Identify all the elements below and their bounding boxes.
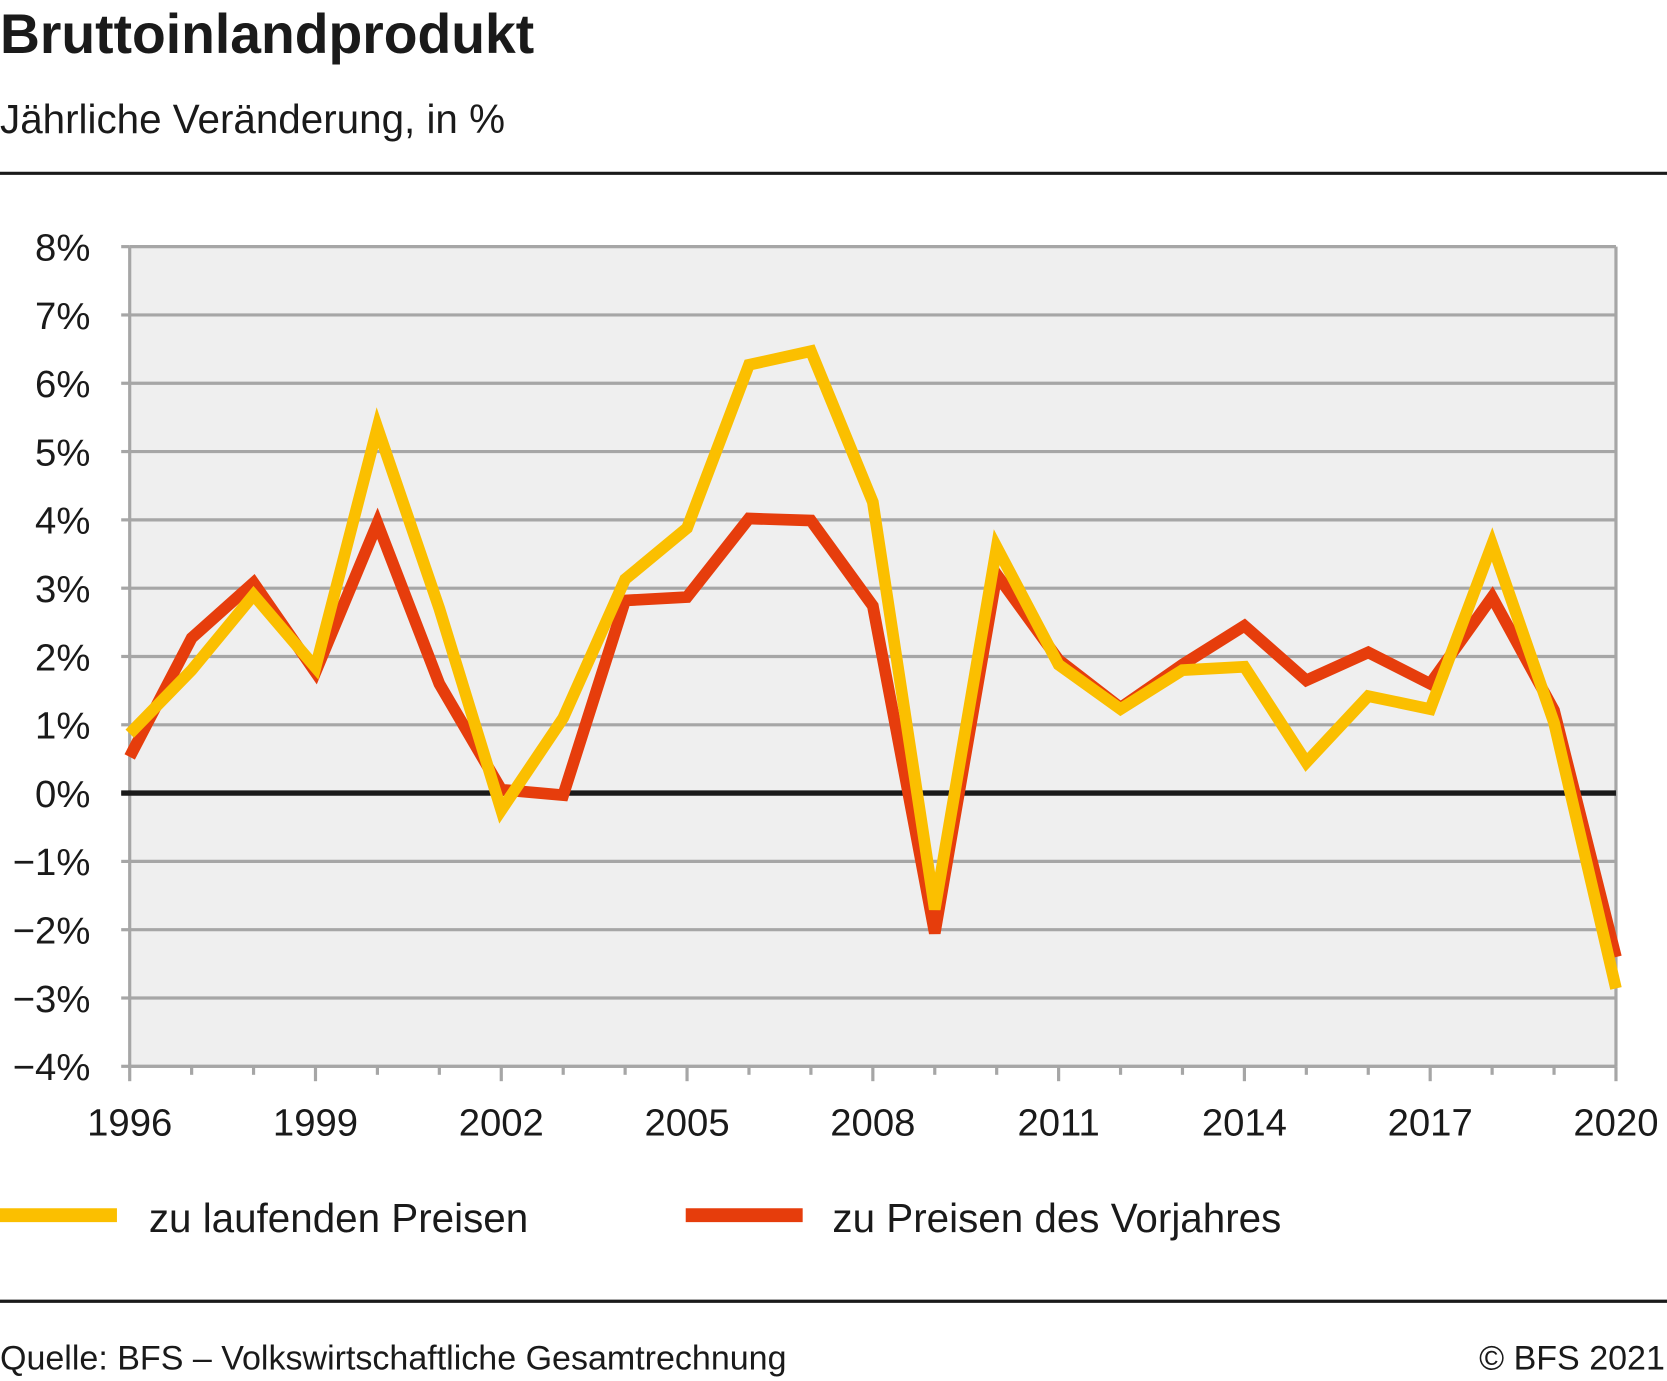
y-tick-label: 1% [35,705,90,748]
y-tick-label: 5% [35,431,90,474]
series-line-vorjahrespreise [124,507,1622,959]
y-tick-label: −1% [13,841,91,884]
x-tick-label: 2014 [1202,1101,1287,1144]
x-tick-label: 2005 [644,1101,729,1144]
x-tick-label: 2020 [1573,1101,1658,1144]
source-note: Quelle: BFS – Volkswirtschaftliche Gesam… [0,1339,787,1377]
y-tick-label: −2% [13,910,91,953]
series-line-laufende-preise [125,344,1622,990]
chart-subtitle: Jährliche Veränderung, in % [0,96,505,142]
x-tick-label: 2017 [1388,1101,1473,1144]
copyright: © BFS 2021 [1479,1339,1665,1377]
legend-label-vorjahrespreise: zu Preisen des Vorjahres [832,1195,1281,1241]
legend: zu laufenden Preisen zu Preisen des Vorj… [0,1195,1281,1241]
y-tick-label: −4% [13,1046,91,1089]
x-tick-label: 1996 [87,1101,172,1144]
plot-area: 8% 7% 6% 5% 4% 3% 2% 1% 0% −1% −2% −3% −4% 1996 1999 20… [13,226,1659,1144]
x-tick-label: 2011 [1017,1101,1099,1144]
legend-label-laufende-preise: zu laufenden Preisen [149,1195,528,1241]
y-tick-label: 7% [35,295,90,338]
y-tick-label: 4% [35,500,90,543]
x-tick-label: 2002 [459,1101,544,1144]
y-tick-label: 2% [35,636,90,679]
y-tick-label: 3% [35,568,90,611]
y-tick-label: 6% [35,363,90,406]
x-tick-label: 1999 [273,1101,358,1144]
y-tick-label: −3% [13,978,91,1021]
y-tick-label: 0% [35,773,90,816]
chart-title: Bruttoinlandprodukt [0,3,534,65]
y-tick-label: 8% [35,226,90,269]
x-tick-label: 2008 [830,1101,915,1144]
